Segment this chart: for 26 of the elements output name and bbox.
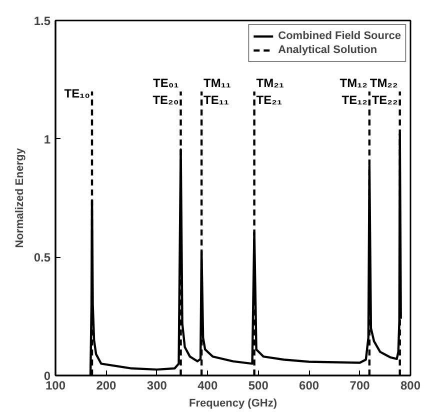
x-tick-label: 400 [198, 378, 218, 392]
annotation: TM₂₁ [256, 76, 284, 90]
x-tick-label: 500 [248, 378, 269, 392]
x-tick-label: 300 [146, 378, 168, 392]
legend-label: Analytical Solution [278, 43, 378, 57]
annotation: TE₁₀ [64, 86, 90, 100]
x-tick-label: 800 [400, 378, 421, 392]
y-tick-label: 1 [44, 132, 51, 146]
annotation: TE₂₂ [372, 93, 398, 107]
annotation: TE₁₁ [204, 93, 229, 107]
legend-label: Combined Field Source [278, 29, 401, 43]
annotation: TE₀₁ [153, 76, 179, 90]
x-tick-label: 200 [96, 378, 117, 392]
annotation: TM₁₂ [340, 76, 368, 90]
annotation: TM₁₁ [204, 76, 231, 90]
annotation: TE₁₂ [342, 93, 368, 107]
y-axis-title: Normalized Energy [14, 147, 26, 248]
annotation: TM₂₂ [370, 76, 398, 90]
x-tick-label: 700 [350, 378, 370, 392]
x-tick-label: 600 [299, 378, 320, 392]
annotation: TE₂₀ [152, 93, 179, 107]
annotation: TE₂₁ [256, 93, 282, 107]
x-axis-title: Frequency (GHz) [188, 398, 278, 410]
x-tick-label: 100 [45, 378, 66, 392]
y-tick-label: 1.5 [34, 14, 51, 28]
y-tick-label: 0.5 [34, 250, 51, 265]
